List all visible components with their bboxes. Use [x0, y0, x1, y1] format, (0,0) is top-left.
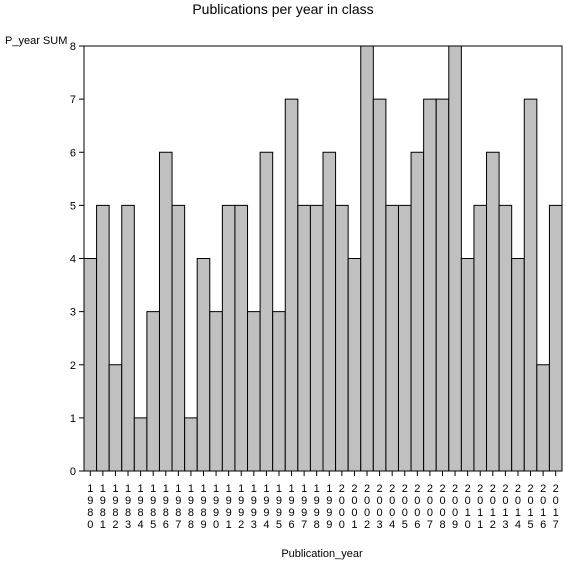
bar — [196, 258, 211, 472]
y-tick-label: 8 — [70, 41, 76, 53]
y-tick-label: 1 — [70, 413, 76, 425]
bar — [523, 98, 538, 472]
bar — [96, 204, 110, 472]
y-tick-label: 0 — [70, 466, 76, 478]
bar — [247, 311, 261, 472]
bar — [234, 204, 249, 472]
bar — [272, 311, 286, 472]
y-tick-label: 4 — [70, 254, 76, 266]
bar — [171, 204, 186, 472]
bar — [133, 417, 148, 472]
bar — [548, 204, 563, 472]
bar — [372, 98, 387, 472]
y-tick-label: 7 — [70, 94, 76, 106]
bar — [184, 417, 198, 472]
x-axis-label: Publication_year — [281, 548, 363, 560]
bar — [486, 151, 500, 472]
bar — [209, 311, 223, 472]
bar — [473, 204, 488, 472]
bar — [284, 98, 299, 472]
bar — [322, 151, 337, 472]
plot-area: 0 1 2 3 4 5 6 7 8 1 9 8 0 1 9 8 1 1 9 8 2 1 9 8 3 1 9 8 4 1 9 8 5 1 9 8 6 1 9 8… — [70, 41, 563, 531]
bar — [385, 204, 399, 472]
bar — [259, 151, 274, 472]
bar — [435, 98, 450, 472]
y-tick-label: 3 — [70, 307, 76, 319]
bar — [423, 98, 437, 472]
y-tick-label: 2 — [70, 360, 76, 372]
y-axis-label: P_year SUM — [5, 35, 67, 47]
bar — [511, 258, 525, 472]
y-tick-label: 6 — [70, 147, 76, 159]
bar — [83, 258, 98, 472]
bar — [309, 204, 324, 472]
bar — [347, 258, 362, 472]
bar — [221, 204, 236, 472]
bar — [410, 151, 425, 472]
bar — [158, 151, 173, 472]
bar — [121, 204, 135, 472]
bar — [536, 364, 550, 472]
bar — [460, 258, 475, 472]
bar — [360, 45, 374, 472]
y-tick-label: 5 — [70, 200, 76, 212]
bar — [108, 364, 123, 472]
bar — [146, 311, 160, 472]
bar — [297, 204, 311, 472]
bar — [448, 45, 462, 472]
bar — [397, 204, 412, 472]
bar — [335, 204, 349, 472]
chart-title: Publications per year in class — [192, 1, 373, 17]
bar — [498, 204, 513, 472]
